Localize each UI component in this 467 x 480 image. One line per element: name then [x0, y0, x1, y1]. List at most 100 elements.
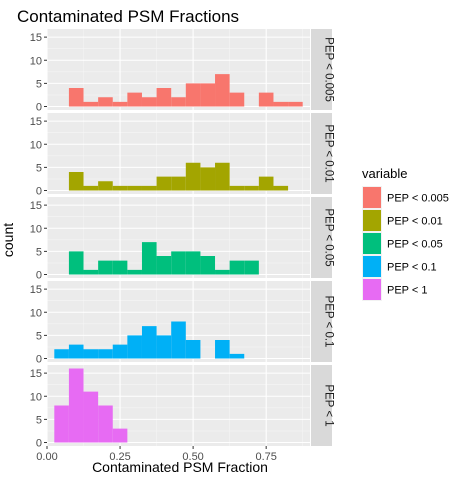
histogram-bar: [215, 74, 230, 107]
x-axis: 0.00 0.25 0.50 0.75: [36, 446, 277, 463]
facet-strip-label: PEP < 0.1: [323, 296, 335, 348]
histogram-bar: [200, 167, 216, 191]
histogram-bar: [83, 101, 99, 107]
histogram-bar: [273, 185, 289, 191]
histogram-bar: [141, 326, 157, 359]
histogram-bar: [156, 88, 172, 107]
facet-strip-label: PEP < 0.005: [323, 37, 335, 102]
y-tick-label: 10: [30, 55, 42, 67]
histogram-bar: [68, 368, 84, 443]
histogram-bar: [68, 344, 84, 359]
facet-panels: 0 5 10 15 PEP < 0.005 0 5 10 15 PEP < 0.01 0 5 10 15 P…: [30, 29, 335, 450]
facet-panel: 0 5 10 15 PEP < 0.05: [30, 197, 335, 282]
y-tick-label: 0: [36, 438, 42, 450]
legend: variable PEP < 0.005 PEP < 0.01 PEP < 0.05…: [362, 166, 449, 301]
facet-strip-label: PEP < 0.05: [323, 208, 335, 266]
histogram-bar: [185, 251, 201, 275]
legend-key-swatch: [363, 187, 381, 208]
legend-label: PEP < 0.1: [387, 262, 437, 274]
y-tick-label: 0: [36, 186, 42, 198]
y-tick-label: 5: [36, 330, 42, 342]
legend-label: PEP < 1: [387, 285, 427, 297]
facet-strip: [311, 29, 332, 110]
y-tick-label: 0: [36, 102, 42, 114]
histogram-bar: [200, 256, 216, 275]
histogram-bar: [156, 256, 172, 275]
facet-strip: [311, 281, 332, 362]
histogram-bar: [141, 185, 157, 191]
histogram-bar: [68, 172, 84, 191]
y-axis-title: count: [0, 223, 16, 257]
y-tick-label: 0: [36, 354, 42, 366]
y-tick-label: 5: [36, 414, 42, 426]
legend-item: PEP < 0.01: [362, 209, 443, 232]
y-tick-label: 10: [30, 223, 42, 235]
y-tick-label: 15: [30, 284, 42, 296]
histogram-bar: [244, 260, 259, 275]
histogram-bar: [273, 101, 289, 107]
legend-label: PEP < 0.005: [387, 193, 449, 205]
facet-panel: 0 5 10 15 PEP < 0.01: [30, 113, 335, 198]
histogram-bar: [112, 185, 128, 191]
histogram-bar: [127, 185, 142, 191]
legend-item: PEP < 0.1: [362, 255, 437, 278]
legend-key-swatch: [363, 256, 381, 277]
histogram-bar: [156, 176, 172, 191]
x-axis-title: Contaminated PSM Fraction: [92, 459, 268, 475]
legend-item: PEP < 1: [362, 278, 427, 301]
histogram-bar: [215, 340, 230, 359]
facet-panel: 0 5 10 15 PEP < 0.1: [30, 281, 335, 366]
y-tick-label: 10: [30, 391, 42, 403]
facet-strip: [311, 365, 332, 446]
y-tick-label: 5: [36, 162, 42, 174]
legend-key-swatch: [363, 210, 381, 231]
facet-panel: 0 5 10 15 PEP < 1: [30, 365, 335, 450]
y-tick-label: 10: [30, 139, 42, 151]
histogram-bar: [215, 269, 230, 275]
histogram-bar: [156, 335, 172, 359]
histogram-bar: [258, 176, 274, 191]
histogram-bar: [127, 335, 142, 359]
facet-strip: [311, 113, 332, 194]
x-tick-label: 0.50: [182, 451, 203, 463]
histogram-bar: [98, 405, 113, 443]
legend-label: PEP < 0.05: [387, 239, 443, 251]
histogram-bar: [215, 162, 230, 191]
histogram-bar: [141, 97, 157, 107]
histogram-bar: [68, 88, 84, 107]
histogram-bar: [185, 340, 201, 359]
y-tick-label: 15: [30, 116, 42, 128]
legend-title: variable: [362, 166, 408, 181]
y-tick-label: 0: [36, 270, 42, 282]
legend-key-swatch: [363, 233, 381, 254]
histogram-bar: [127, 92, 142, 107]
histogram-bar: [98, 349, 113, 359]
y-tick-label: 15: [30, 32, 42, 44]
histogram-bar: [171, 97, 186, 107]
histogram-bar: [171, 251, 186, 275]
histogram-bar: [68, 251, 84, 275]
histogram-bar: [112, 260, 128, 275]
facet-strip: [311, 197, 332, 278]
facet-strip-label: PEP < 1: [323, 384, 335, 426]
histogram-bar: [54, 405, 69, 443]
histogram-bar: [112, 344, 128, 359]
x-tick-label: 0.00: [36, 451, 57, 463]
histogram-bar: [229, 92, 245, 107]
histogram-bar: [244, 185, 259, 191]
histogram-bar: [54, 349, 69, 359]
y-tick-label: 10: [30, 307, 42, 319]
histogram-bar: [83, 269, 99, 275]
histogram-bar: [141, 242, 157, 275]
histogram-bar: [185, 83, 201, 107]
histogram-bar: [83, 185, 99, 191]
y-tick-label: 15: [30, 200, 42, 212]
histogram-bar: [200, 83, 216, 107]
histogram-bar: [229, 353, 245, 359]
x-tick-label: 0.25: [109, 451, 130, 463]
facet-panel: 0 5 10 15 PEP < 0.005: [30, 29, 335, 114]
legend-label: PEP < 0.01: [387, 216, 443, 228]
histogram-bar: [83, 349, 99, 359]
histogram-bar: [185, 162, 201, 191]
